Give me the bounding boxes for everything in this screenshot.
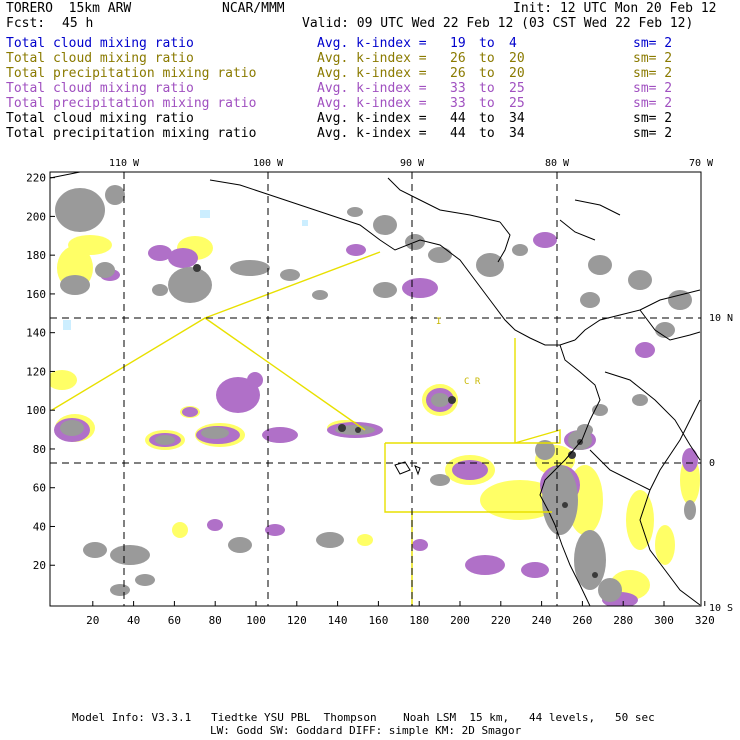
- field-kindex-min: 25: [509, 96, 525, 111]
- field-smoothing: sm= 2: [633, 81, 673, 96]
- x-axis: 20 40 60 80 100 120 140 160 180 200 220 240 260 280 30…: [86, 601, 715, 627]
- field-name: Total cloud mixing ratio: [6, 36, 194, 51]
- region-label-i: I: [436, 317, 441, 327]
- field-smoothing: sm= 2: [633, 36, 673, 51]
- field-smoothing: sm= 2: [633, 66, 673, 81]
- field-name: Total cloud mixing ratio: [6, 111, 194, 126]
- coastlines: [50, 172, 701, 606]
- x-tick-label: 160: [368, 614, 388, 627]
- longitude-label: 110 W: [109, 158, 140, 169]
- field-smoothing: sm= 2: [633, 111, 673, 126]
- x-tick-label: 180: [409, 614, 429, 627]
- field-kindex-label: Avg. k-index =: [317, 96, 427, 111]
- organization: NCAR/MMM: [222, 1, 285, 16]
- y-tick-label: 40: [33, 520, 46, 533]
- y-tick-label: 160: [26, 288, 46, 301]
- latitude-label: 10 N: [709, 313, 733, 324]
- cloud-gray-areas: [55, 185, 696, 602]
- model-title: TORERO 15km ARW: [6, 1, 132, 16]
- latitude-label: 10 S: [709, 603, 733, 614]
- field-kindex-to: to: [479, 51, 495, 66]
- graticule: [50, 172, 701, 606]
- y-tick-label: 20: [33, 559, 46, 572]
- field-kindex-min: 20: [509, 66, 525, 81]
- model-info-line1: Model Info: V3.3.1 Tiedtke YSU PBL Thomp…: [72, 711, 655, 724]
- field-kindex-label: Avg. k-index =: [317, 51, 427, 66]
- field-kindex-label: Avg. k-index =: [317, 126, 427, 141]
- field-kindex-label: Avg. k-index =: [317, 66, 427, 81]
- x-tick-label: 40: [127, 614, 140, 627]
- x-tick-label: 80: [209, 614, 222, 627]
- field-kindex-max: 33: [450, 96, 466, 111]
- field-kindex-to: to: [479, 96, 495, 111]
- x-tick-label: 100: [246, 614, 266, 627]
- field-kindex-max: 26: [450, 51, 466, 66]
- y-tick-label: 180: [26, 249, 46, 262]
- field-name: Total cloud mixing ratio: [6, 51, 194, 66]
- map-frame: [49, 171, 702, 607]
- y-axis: 220 200 180 160 140 120 100 80 60 40 20: [26, 172, 55, 572]
- x-tick-label: 300: [654, 614, 674, 627]
- x-tick-label: 220: [491, 614, 511, 627]
- y-tick-label: 60: [33, 482, 46, 495]
- longitude-labels: 110 W 100 W 90 W 80 W 70 W: [109, 158, 714, 169]
- y-tick-label: 80: [33, 443, 46, 456]
- y-tick-label: 140: [26, 327, 46, 340]
- y-tick-label: 200: [26, 210, 46, 223]
- valid-time: Valid: 09 UTC Wed 22 Feb 12 (03 CST Wed …: [302, 16, 694, 31]
- y-tick-label: 100: [26, 404, 46, 417]
- field-smoothing: sm= 2: [633, 96, 673, 111]
- longitude-label: 100 W: [253, 158, 284, 169]
- field-kindex-max: 44: [450, 111, 466, 126]
- field-kindex-max: 33: [450, 81, 466, 96]
- field-kindex-to: to: [479, 66, 495, 81]
- field-name: Total precipitation mixing ratio: [6, 66, 257, 81]
- field-kindex-max: 19: [450, 36, 466, 51]
- latitude-label: 0: [709, 458, 715, 469]
- field-kindex-max: 44: [450, 126, 466, 141]
- x-tick-label: 200: [450, 614, 470, 627]
- field-name: Total cloud mixing ratio: [6, 81, 194, 96]
- x-tick-label: 60: [168, 614, 181, 627]
- x-tick-label: 260: [572, 614, 592, 627]
- field-smoothing: sm= 2: [633, 126, 673, 141]
- x-tick-label: 320: [695, 614, 715, 627]
- field-kindex-to: to: [479, 126, 495, 141]
- field-kindex-label: Avg. k-index =: [317, 36, 427, 51]
- longitude-label: 90 W: [400, 158, 425, 169]
- forecast-label: Fcst:: [6, 16, 46, 31]
- longitude-label: 70 W: [689, 158, 714, 169]
- field-kindex-min: 25: [509, 81, 525, 96]
- region-boxes: [51, 251, 561, 606]
- forecast-hours: 45 h: [62, 16, 94, 31]
- y-tick-label: 220: [26, 172, 46, 185]
- field-smoothing: sm= 2: [633, 51, 673, 66]
- field-name: Total precipitation mixing ratio: [6, 126, 257, 141]
- latitude-labels: 10 N 0 10 S: [709, 313, 733, 614]
- x-tick-label: 20: [86, 614, 99, 627]
- field-kindex-label: Avg. k-index =: [317, 81, 427, 96]
- init-time: Init: 12 UTC Mon 20 Feb 12: [513, 1, 717, 16]
- longitude-label: 80 W: [545, 158, 570, 169]
- x-tick-label: 120: [287, 614, 307, 627]
- field-name: Total precipitation mixing ratio: [6, 96, 257, 111]
- field-kindex-max: 26: [450, 66, 466, 81]
- x-tick-label: 240: [532, 614, 552, 627]
- field-kindex-to: to: [479, 111, 495, 126]
- field-kindex-label: Avg. k-index =: [317, 111, 427, 126]
- x-tick-label: 280: [613, 614, 633, 627]
- y-tick-label: 120: [26, 365, 46, 378]
- field-kindex-to: to: [479, 81, 495, 96]
- field-kindex-min: 4: [509, 36, 517, 51]
- x-tick-label: 140: [328, 614, 348, 627]
- cloud-dark-cores: [193, 264, 598, 578]
- field-kindex-to: to: [479, 36, 495, 51]
- field-kindex-min: 34: [509, 111, 525, 126]
- model-info-line2: LW: Godd SW: Goddard DIFF: simple KM: 2D…: [210, 724, 522, 737]
- field-kindex-min: 20: [509, 51, 525, 66]
- field-kindex-min: 34: [509, 126, 525, 141]
- region-label-cr: C R: [464, 377, 481, 387]
